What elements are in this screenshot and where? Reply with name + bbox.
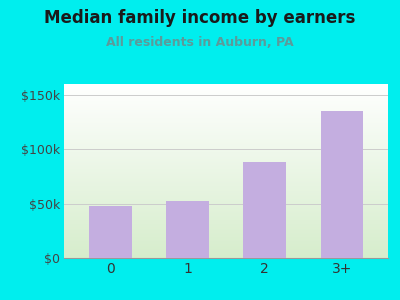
- Bar: [89, 206, 132, 258]
- Text: Median family income by earners: Median family income by earners: [44, 9, 356, 27]
- Bar: [166, 202, 209, 258]
- Bar: [243, 162, 286, 258]
- Bar: [320, 111, 363, 258]
- Text: All residents in Auburn, PA: All residents in Auburn, PA: [106, 36, 294, 49]
